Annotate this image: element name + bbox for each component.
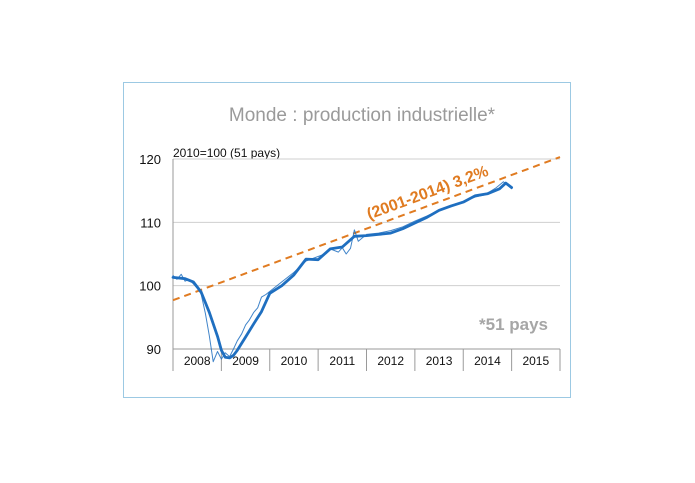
trend-label: (2001-2014) 3,2% xyxy=(365,163,491,223)
x-tick-label-2009: 2009 xyxy=(232,354,259,368)
x-tick-label-2013: 2013 xyxy=(426,354,453,368)
x-tick-label-2014: 2014 xyxy=(474,354,501,368)
y-tick-label-100: 100 xyxy=(139,279,161,294)
grid xyxy=(173,158,560,287)
chart: Monde : production industrielle* 2010=10… xyxy=(139,105,561,371)
x-tick-label-2011: 2011 xyxy=(329,354,355,368)
series-line-monthly xyxy=(172,181,513,363)
axes: 90 100 110 120 2008 2009 2010 2011 2012 2013 2014 2… xyxy=(139,152,561,371)
y-tick-label-120: 120 xyxy=(139,152,161,167)
x-tick-label-2015: 2015 xyxy=(522,354,549,368)
x-tick-label-2008: 2008 xyxy=(184,354,211,368)
trend-layer xyxy=(172,156,561,302)
unit-label: 2010=100 (51 pays) xyxy=(173,146,280,160)
chart-title: Monde : production industrielle* xyxy=(229,105,496,126)
y-tick-label-90: 90 xyxy=(147,342,161,357)
x-tick-label-2010: 2010 xyxy=(281,354,308,368)
x-tick-label-2012: 2012 xyxy=(377,354,404,368)
y-tick-label-110: 110 xyxy=(140,215,161,230)
series-layer xyxy=(171,181,513,363)
chart-frame: Monde : production industrielle* 2010=10… xyxy=(123,82,571,398)
series-line-smoothed xyxy=(171,181,513,360)
chart-note: *51 pays xyxy=(479,315,548,334)
trend-line xyxy=(172,156,561,302)
